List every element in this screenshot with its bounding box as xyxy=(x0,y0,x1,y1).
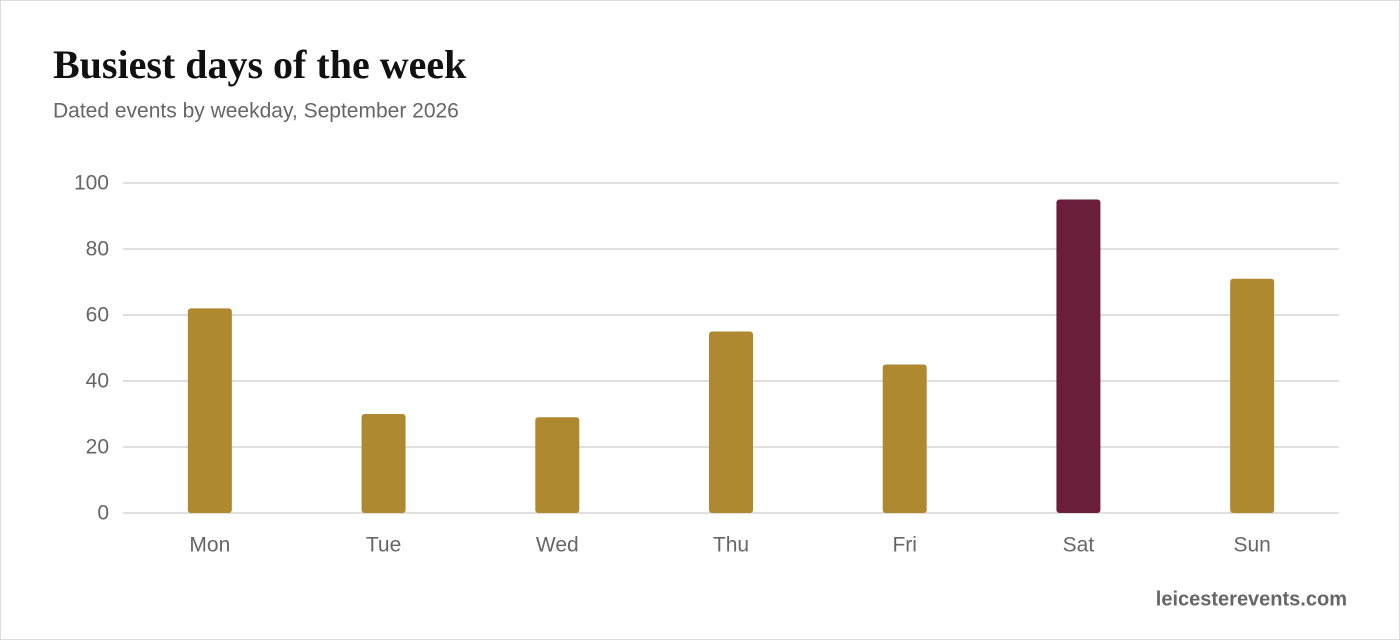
y-tick-label: 20 xyxy=(86,436,109,459)
bar xyxy=(1056,199,1101,513)
bar xyxy=(187,308,232,513)
x-tick-label: Tue xyxy=(366,534,401,557)
y-tick-label: 0 xyxy=(97,502,109,525)
chart-subtitle: Dated events by weekday, September 2026 xyxy=(53,100,459,123)
y-tick-label: 60 xyxy=(86,304,109,327)
x-tick-label: Mon xyxy=(189,534,230,557)
bar xyxy=(882,364,927,513)
x-tick-label: Wed xyxy=(536,534,579,557)
bar xyxy=(709,331,753,513)
y-tick-label: 40 xyxy=(86,370,109,393)
y-tick-label: 100 xyxy=(74,172,109,195)
x-tick-label: Thu xyxy=(713,534,749,557)
bar xyxy=(1230,278,1275,513)
bar xyxy=(361,414,406,513)
x-tick-label: Fri xyxy=(892,534,917,557)
x-tick-label: Sat xyxy=(1063,534,1095,557)
source: leicesterevents.com xyxy=(1156,588,1347,610)
bar xyxy=(535,417,580,513)
y-tick-label: 80 xyxy=(86,238,109,261)
x-tick-label: Sun xyxy=(1233,534,1270,557)
chart-title: Busiest days of the week xyxy=(53,42,467,87)
